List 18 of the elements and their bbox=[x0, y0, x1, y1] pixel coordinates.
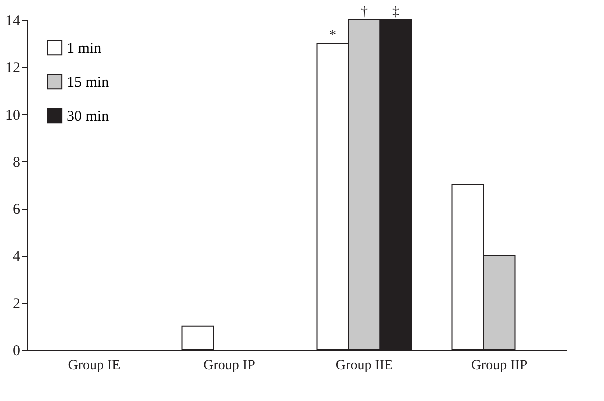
legend-label: 1 min bbox=[67, 41, 102, 57]
y-tick-label: 0 bbox=[13, 344, 20, 360]
y-tick-label: 6 bbox=[13, 202, 21, 218]
text: † bbox=[361, 5, 368, 20]
annotation: * bbox=[330, 28, 336, 44]
legend-label: 30 min bbox=[67, 109, 110, 125]
y-tick-label: 12 bbox=[6, 60, 20, 77]
x-tick-label: Group IIP bbox=[471, 358, 528, 374]
y-tick-label: 2 bbox=[13, 296, 20, 312]
y-tick-label: 8 bbox=[13, 154, 20, 171]
x-tick-label: Group IE bbox=[68, 358, 121, 374]
legend-label: 15 min bbox=[67, 75, 110, 91]
text: ‡ bbox=[392, 5, 400, 20]
y-tick-label: 10 bbox=[6, 108, 20, 124]
x-tick-label: Group IP bbox=[204, 358, 256, 374]
x-tick-label: Group IIE bbox=[336, 358, 394, 374]
y-tick-label: 4 bbox=[13, 249, 21, 266]
y-tick-label: 14 bbox=[6, 14, 21, 30]
